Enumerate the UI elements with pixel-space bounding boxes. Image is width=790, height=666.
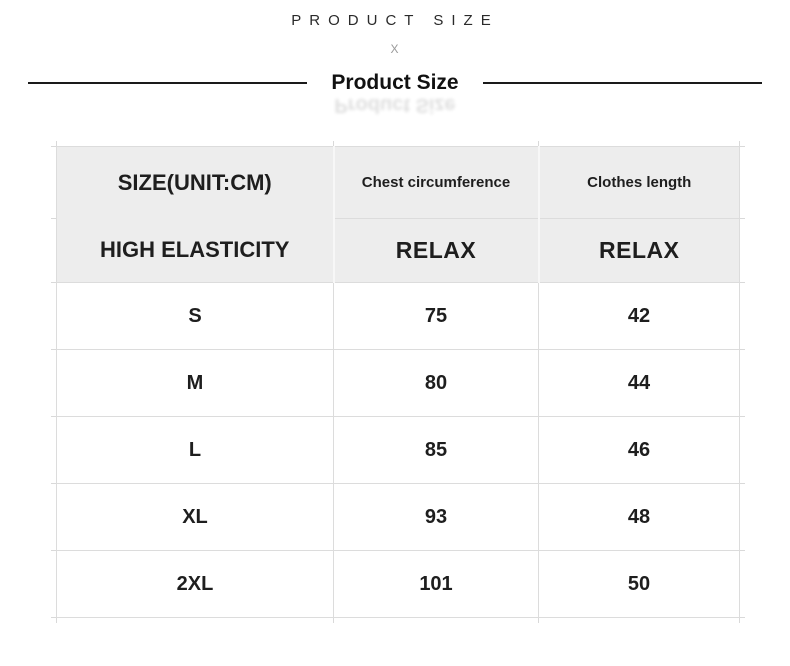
size-unit-stack: SIZE(UNIT:CM) HIGH ELASTICITY: [57, 147, 333, 282]
chest-cell: 85: [333, 416, 539, 484]
title-rule-right: [482, 82, 763, 84]
x-divider-mark: X: [390, 42, 400, 56]
table-row-xl: XL 93 48: [56, 483, 740, 551]
header-row-measures: SIZE(UNIT:CM) HIGH ELASTICITY Chest circ…: [56, 146, 740, 283]
table-grid-tick: [740, 483, 745, 484]
chest-cell: 75: [333, 282, 539, 350]
length-cell: 50: [538, 550, 740, 618]
table-grid-tick: [739, 141, 740, 146]
size-cell: 2XL: [56, 550, 334, 618]
size-unit-header-cell: SIZE(UNIT:CM) HIGH ELASTICITY: [56, 146, 334, 283]
table-grid-tick: [739, 618, 740, 623]
section-title: Product Size: [331, 71, 459, 94]
table-grid-tick: [51, 282, 56, 283]
table-grid-tick: [740, 146, 745, 147]
length-relax-label: RELAX: [537, 217, 740, 284]
table-grid-tick: [51, 218, 56, 219]
section-title-reflection: Product Size: [334, 94, 456, 116]
table-grid-tick: [51, 349, 56, 350]
table-grid-tick: [51, 617, 56, 618]
chest-relax-label: RELAX: [332, 217, 539, 284]
length-cell: 48: [538, 483, 740, 551]
table-row-2xl: 2XL 101 50: [56, 550, 740, 618]
chest-cell: 93: [333, 483, 539, 551]
size-cell: L: [56, 416, 334, 484]
size-cell: XL: [56, 483, 334, 551]
table-grid-tick: [538, 618, 539, 623]
high-elasticity-label: HIGH ELASTICITY: [100, 237, 290, 262]
eyebrow-title: PRODUCT SIZE: [291, 12, 499, 29]
table-grid-tick: [56, 618, 57, 623]
table-grid-tick: [740, 349, 745, 350]
length-cell: 42: [538, 282, 740, 350]
chest-cell: 80: [333, 349, 539, 417]
table-grid-tick: [740, 550, 745, 551]
table-grid-tick: [740, 617, 745, 618]
size-table: SIZE(UNIT:CM) HIGH ELASTICITY Chest circ…: [56, 146, 740, 618]
chest-circumference-header: Chest circumference: [332, 146, 539, 219]
size-table-wrap: SIZE(UNIT:CM) HIGH ELASTICITY Chest circ…: [51, 141, 745, 623]
length-cell: 46: [538, 416, 740, 484]
length-cell: 44: [538, 349, 740, 417]
table-grid-tick: [333, 618, 334, 623]
table-grid-tick: [56, 141, 57, 146]
table-grid-tick: [51, 483, 56, 484]
table-grid-tick: [51, 416, 56, 417]
table-grid-tick: [538, 141, 539, 146]
table-grid-tick: [740, 282, 745, 283]
size-unit-label: SIZE(UNIT:CM): [117, 169, 272, 195]
table-row-l: L 85 46: [56, 416, 740, 484]
clothes-length-header: Clothes length: [537, 146, 740, 219]
table-grid-tick: [740, 218, 745, 219]
header-row-fit: RELAX RELAX: [57, 217, 740, 284]
size-cell: S: [56, 282, 334, 350]
table-grid-tick: [740, 416, 745, 417]
title-rule-left: [28, 82, 308, 84]
table-row-s: S 75 42: [56, 282, 740, 350]
table-grid-tick: [333, 141, 334, 146]
chest-cell: 101: [333, 550, 539, 618]
table-grid-tick: [51, 146, 56, 147]
table-row-m: M 80 44: [56, 349, 740, 417]
size-cell: M: [56, 349, 334, 417]
table-grid-tick: [51, 550, 56, 551]
section-title-row: Product Size: [0, 71, 790, 95]
